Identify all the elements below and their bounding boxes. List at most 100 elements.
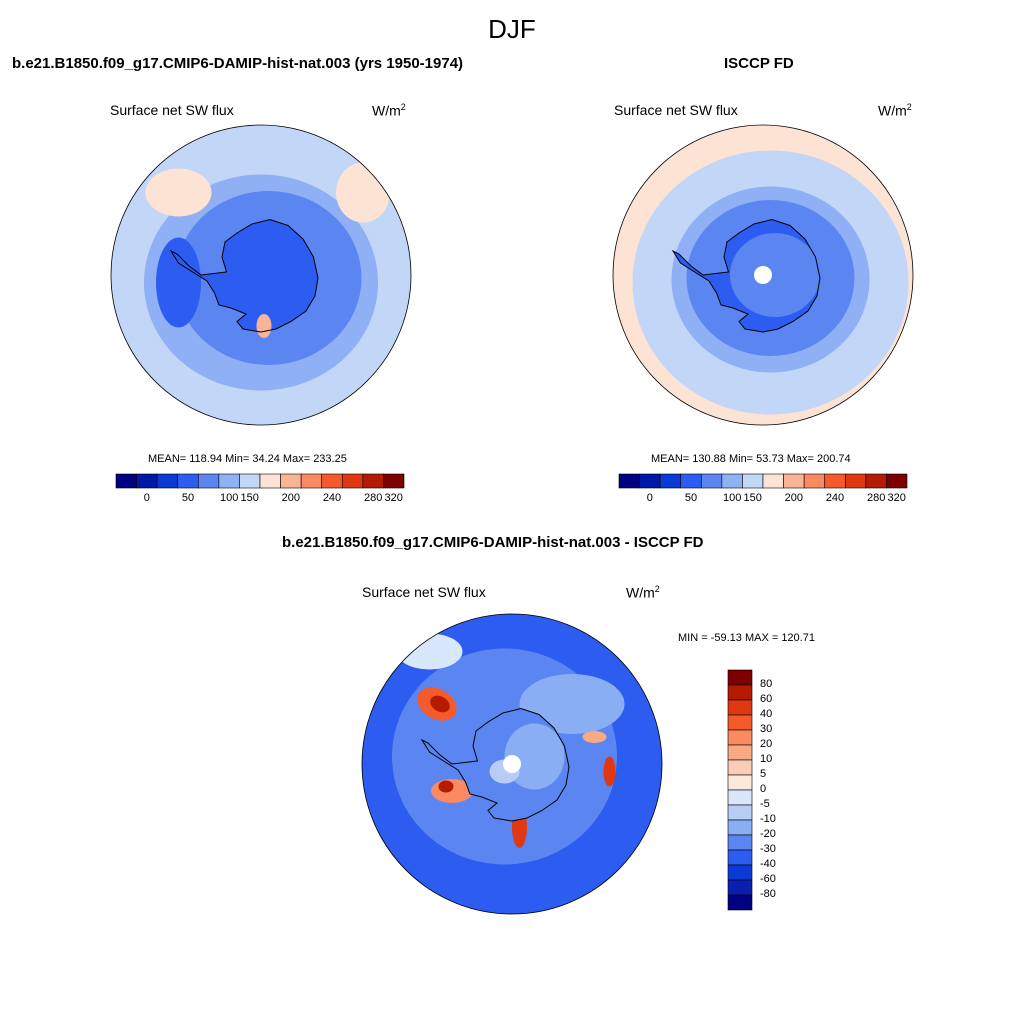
panel2-tick-label: 280	[866, 492, 886, 504]
panel3-colorbar-bin	[727, 789, 753, 806]
panel1-map-border	[110, 124, 412, 426]
panel3-colorbar-bin	[727, 864, 753, 881]
panel3-tick-label: 80	[760, 678, 773, 690]
panel2-colorbar-bin	[639, 473, 661, 489]
panel1-colorbar-bin	[218, 473, 240, 489]
panel1-field-blob	[336, 162, 390, 223]
panel1-stats: MEAN= 118.94 Min= 34.24 Max= 233.25	[148, 453, 347, 465]
panel1-field-blob	[145, 168, 212, 217]
panel3-colorbar-bin	[727, 729, 753, 746]
panel3-colorbar-bin	[727, 714, 753, 731]
panel2-map	[612, 124, 914, 426]
panel1-colorbar-bin	[259, 473, 281, 489]
panel3-units-label: W/m2	[626, 584, 660, 601]
panel2-colorbar-bin	[700, 473, 723, 489]
panel3-tick-label: 60	[760, 693, 773, 705]
panel3-colorbar	[727, 669, 753, 911]
panel1-tick-label: 50	[181, 492, 195, 504]
panel2-field-blob	[730, 233, 820, 317]
panel3-field-blob	[603, 756, 616, 787]
panel2-stats: MEAN= 130.88 Min= 53.73 Max= 200.74	[651, 453, 851, 465]
panel3-colorbar-bin	[727, 699, 753, 716]
panel2-colorbar-bin	[721, 473, 743, 489]
main-title: DJF	[488, 14, 536, 44]
panel3-tick-label: -20	[760, 828, 776, 840]
panel3-field-blob	[504, 723, 565, 790]
panel3-field-blob	[519, 674, 625, 734]
panel3-colorbar-bin	[727, 894, 753, 911]
panel2-colorbar-bin	[762, 473, 784, 489]
panel1-colorbar-bin	[115, 473, 137, 489]
panel2-colorbar-bin	[659, 473, 682, 489]
panel1-colorbar-bin	[136, 473, 158, 489]
panel1-title: b.e21.B1850.f09_g17.CMIP6-DAMIP-hist-nat…	[12, 55, 464, 72]
panel2-pole-hole	[754, 266, 772, 284]
panel3-tick-label: 5	[760, 768, 767, 780]
panel2-map-border	[612, 124, 914, 426]
panel2-tick-label: 0	[646, 492, 653, 504]
panel2-colorbar-bin	[886, 473, 908, 489]
panel3-tick-label: 40	[760, 708, 773, 720]
panel1-colorbar-bin	[362, 473, 384, 489]
panel1-tick-label: 200	[281, 492, 301, 504]
panel2-tick-label: 200	[784, 492, 804, 504]
panel1-map	[110, 124, 412, 426]
panel1-coastline	[169, 218, 319, 333]
panel3-colorbar-bin	[727, 684, 753, 701]
panel1-tick-label: 150	[240, 492, 259, 504]
panel2-tick-label: 320	[887, 492, 906, 504]
panel2-colorbar-bin	[803, 473, 826, 489]
panel2-colorbar-bin	[618, 473, 640, 489]
panel3-colorbar-bin	[727, 774, 753, 791]
panel3-colorbar-bin	[727, 879, 753, 896]
panel1-colorbar-bin	[280, 473, 302, 489]
panel1-tick-label: 280	[363, 492, 383, 504]
panel3-colorbar-bin	[727, 744, 753, 761]
panel2-tick-label: 240	[825, 492, 845, 504]
panel1-field-blob	[256, 314, 272, 338]
panel3-tick-label: -5	[760, 798, 770, 810]
panel2-colorbar-bin	[844, 473, 867, 489]
panel2-colorbar-bin	[783, 473, 805, 489]
panel2-units-label: W/m2	[878, 102, 912, 119]
panel3-tick-label: 20	[760, 738, 773, 750]
panel3-colorbar-bin	[727, 669, 753, 686]
panel3-colorbar-bin	[727, 834, 753, 851]
panel3-tick-label: 10	[760, 753, 773, 765]
panel2-coastline	[671, 218, 821, 333]
panel1-variable-label: Surface net SW flux	[110, 102, 234, 118]
panel3-field-blob	[438, 780, 454, 793]
panel1-colorbar-bin	[321, 473, 343, 489]
panel3-tick-label: -30	[760, 843, 776, 855]
panel3-coastline	[420, 707, 570, 822]
panel1-colorbar-bin	[177, 473, 199, 489]
panel2-variable-label: Surface net SW flux	[614, 102, 738, 118]
panel3-stats: MIN = -59.13 MAX = 120.71	[678, 632, 815, 644]
panel3-tick-label: 30	[760, 723, 773, 735]
panel3-pole-hole	[503, 755, 521, 773]
panel2-colorbar-bin	[742, 473, 764, 489]
panel3-tick-label: 0	[760, 783, 767, 795]
panel2-tick-label: 50	[684, 492, 698, 504]
panel1-tick-label: 240	[322, 492, 342, 504]
panel3-tick-label: -10	[760, 813, 776, 825]
panel3-variable-label: Surface net SW flux	[362, 584, 486, 600]
panel3-colorbar-bin	[727, 849, 753, 866]
panel2-colorbar-bin	[865, 473, 887, 489]
panel1-colorbar-bin	[300, 473, 323, 489]
panel3-colorbar-bin	[727, 804, 753, 821]
panel1-colorbar	[115, 473, 405, 489]
panel3-map-border	[361, 613, 663, 915]
panel3-field-blob	[430, 695, 450, 713]
panel1-colorbar-bin	[239, 473, 261, 489]
panel2-tick-label: 150	[743, 492, 762, 504]
panel1-tick-label: 100	[219, 492, 239, 504]
panel1-continent-field	[171, 219, 318, 332]
panel3-title: b.e21.B1850.f09_g17.CMIP6-DAMIP-hist-nat…	[282, 534, 704, 551]
panel3-colorbar-bin	[727, 819, 753, 836]
panel3-tick-label: -40	[760, 858, 776, 870]
panel1-colorbar-bin	[156, 473, 179, 489]
panel3-tick-label: -80	[760, 888, 776, 900]
panel3-tick-label: -60	[760, 873, 776, 885]
